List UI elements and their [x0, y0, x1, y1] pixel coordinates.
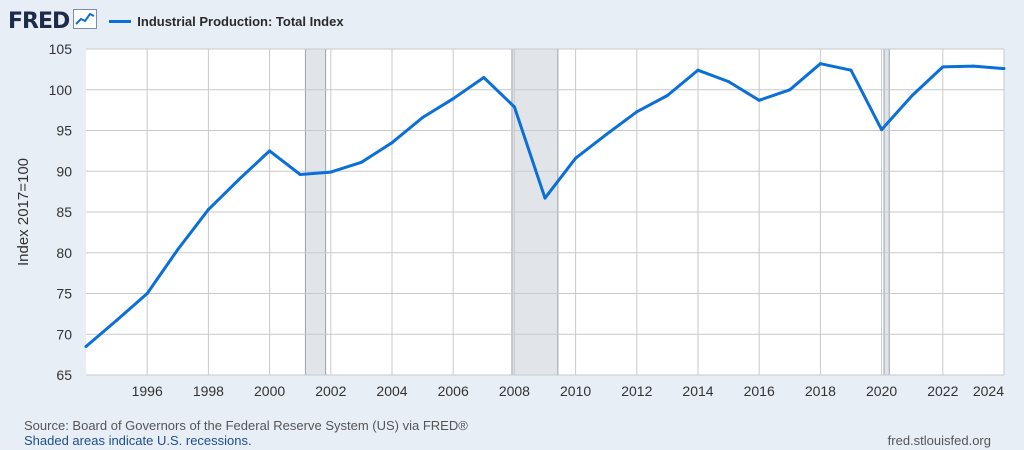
data-point [941, 65, 945, 69]
data-point [237, 177, 241, 181]
data-point [115, 318, 119, 322]
x-tick-label: 2012 [621, 383, 652, 399]
data-point [1002, 67, 1006, 71]
data-point [910, 93, 914, 97]
data-point [665, 93, 669, 97]
y-tick-label: 100 [49, 82, 73, 98]
line-chart[interactable]: 65 70 75 80 85 90 95 100 105 1996 1998 2000 2002 200… [0, 0, 1024, 415]
data-point [421, 115, 425, 119]
legend-label: Industrial Production: Total Index [137, 13, 344, 29]
fred-url[interactable]: fred.stlouisfed.org [887, 433, 991, 448]
x-tick-label: 1998 [193, 383, 224, 399]
y-tick-label: 75 [56, 286, 72, 302]
data-point [727, 80, 731, 84]
data-point [359, 160, 363, 164]
data-point [512, 105, 516, 109]
data-point [268, 149, 272, 153]
data-point [329, 170, 333, 174]
x-tick-label: 2024 [973, 383, 1004, 399]
line-graph-icon [73, 8, 98, 34]
x-tick-label: 2008 [499, 383, 530, 399]
y-tick-label: 90 [56, 163, 72, 179]
gridlines [86, 48, 1005, 376]
data-point [574, 156, 578, 160]
data-point [390, 141, 394, 145]
data-point [849, 68, 853, 72]
data-points [84, 62, 1006, 348]
chart-header: FRED Industrial Production: Total Index [8, 6, 344, 36]
x-tick-label: 2004 [376, 383, 407, 399]
chart-legend[interactable]: Industrial Production: Total Index [109, 13, 344, 29]
y-tick-label: 95 [56, 123, 72, 139]
data-point [298, 173, 302, 177]
data-point [482, 76, 486, 80]
fred-logo[interactable]: FRED [8, 8, 70, 34]
y-tick-label: 105 [49, 41, 73, 57]
data-point [635, 110, 639, 114]
y-tick-label: 70 [56, 326, 72, 342]
x-tick-label: 2020 [866, 383, 897, 399]
legend-swatch [109, 19, 132, 23]
data-point [880, 128, 884, 132]
data-point [176, 247, 180, 251]
x-tick-label: 2006 [438, 383, 469, 399]
x-tick-label: 1996 [132, 383, 163, 399]
x-axis-ticks: 1996 1998 2000 2002 2004 2006 2008 2010 2012 2014… [132, 383, 1005, 399]
y-tick-label: 85 [56, 204, 72, 220]
source-note: Source: Board of Governors of the Federa… [24, 418, 468, 433]
x-tick-label: 2022 [927, 383, 958, 399]
y-tick-label: 80 [56, 245, 72, 261]
y-tick-label: 65 [56, 367, 72, 383]
data-point [451, 97, 455, 101]
data-point [971, 64, 975, 68]
x-tick-label: 2002 [315, 383, 346, 399]
y-axis-ticks: 65 70 75 80 85 90 95 100 105 [49, 41, 73, 383]
data-point [84, 344, 88, 348]
x-tick-label: 2010 [560, 383, 591, 399]
data-point [206, 208, 210, 212]
x-tick-label: 2016 [744, 383, 775, 399]
data-point [604, 133, 608, 137]
x-tick-label: 2018 [805, 383, 836, 399]
data-point [696, 68, 700, 72]
data-point [145, 292, 149, 295]
recession-note[interactable]: Shaded areas indicate U.S. recessions. [24, 433, 252, 448]
data-point [818, 62, 822, 66]
x-tick-label: 2000 [254, 383, 285, 399]
y-axis-label: Index 2017=100 [15, 158, 32, 266]
data-point [788, 88, 792, 92]
x-tick-label: 2014 [682, 383, 713, 399]
data-point [757, 98, 761, 102]
data-point [543, 196, 547, 200]
